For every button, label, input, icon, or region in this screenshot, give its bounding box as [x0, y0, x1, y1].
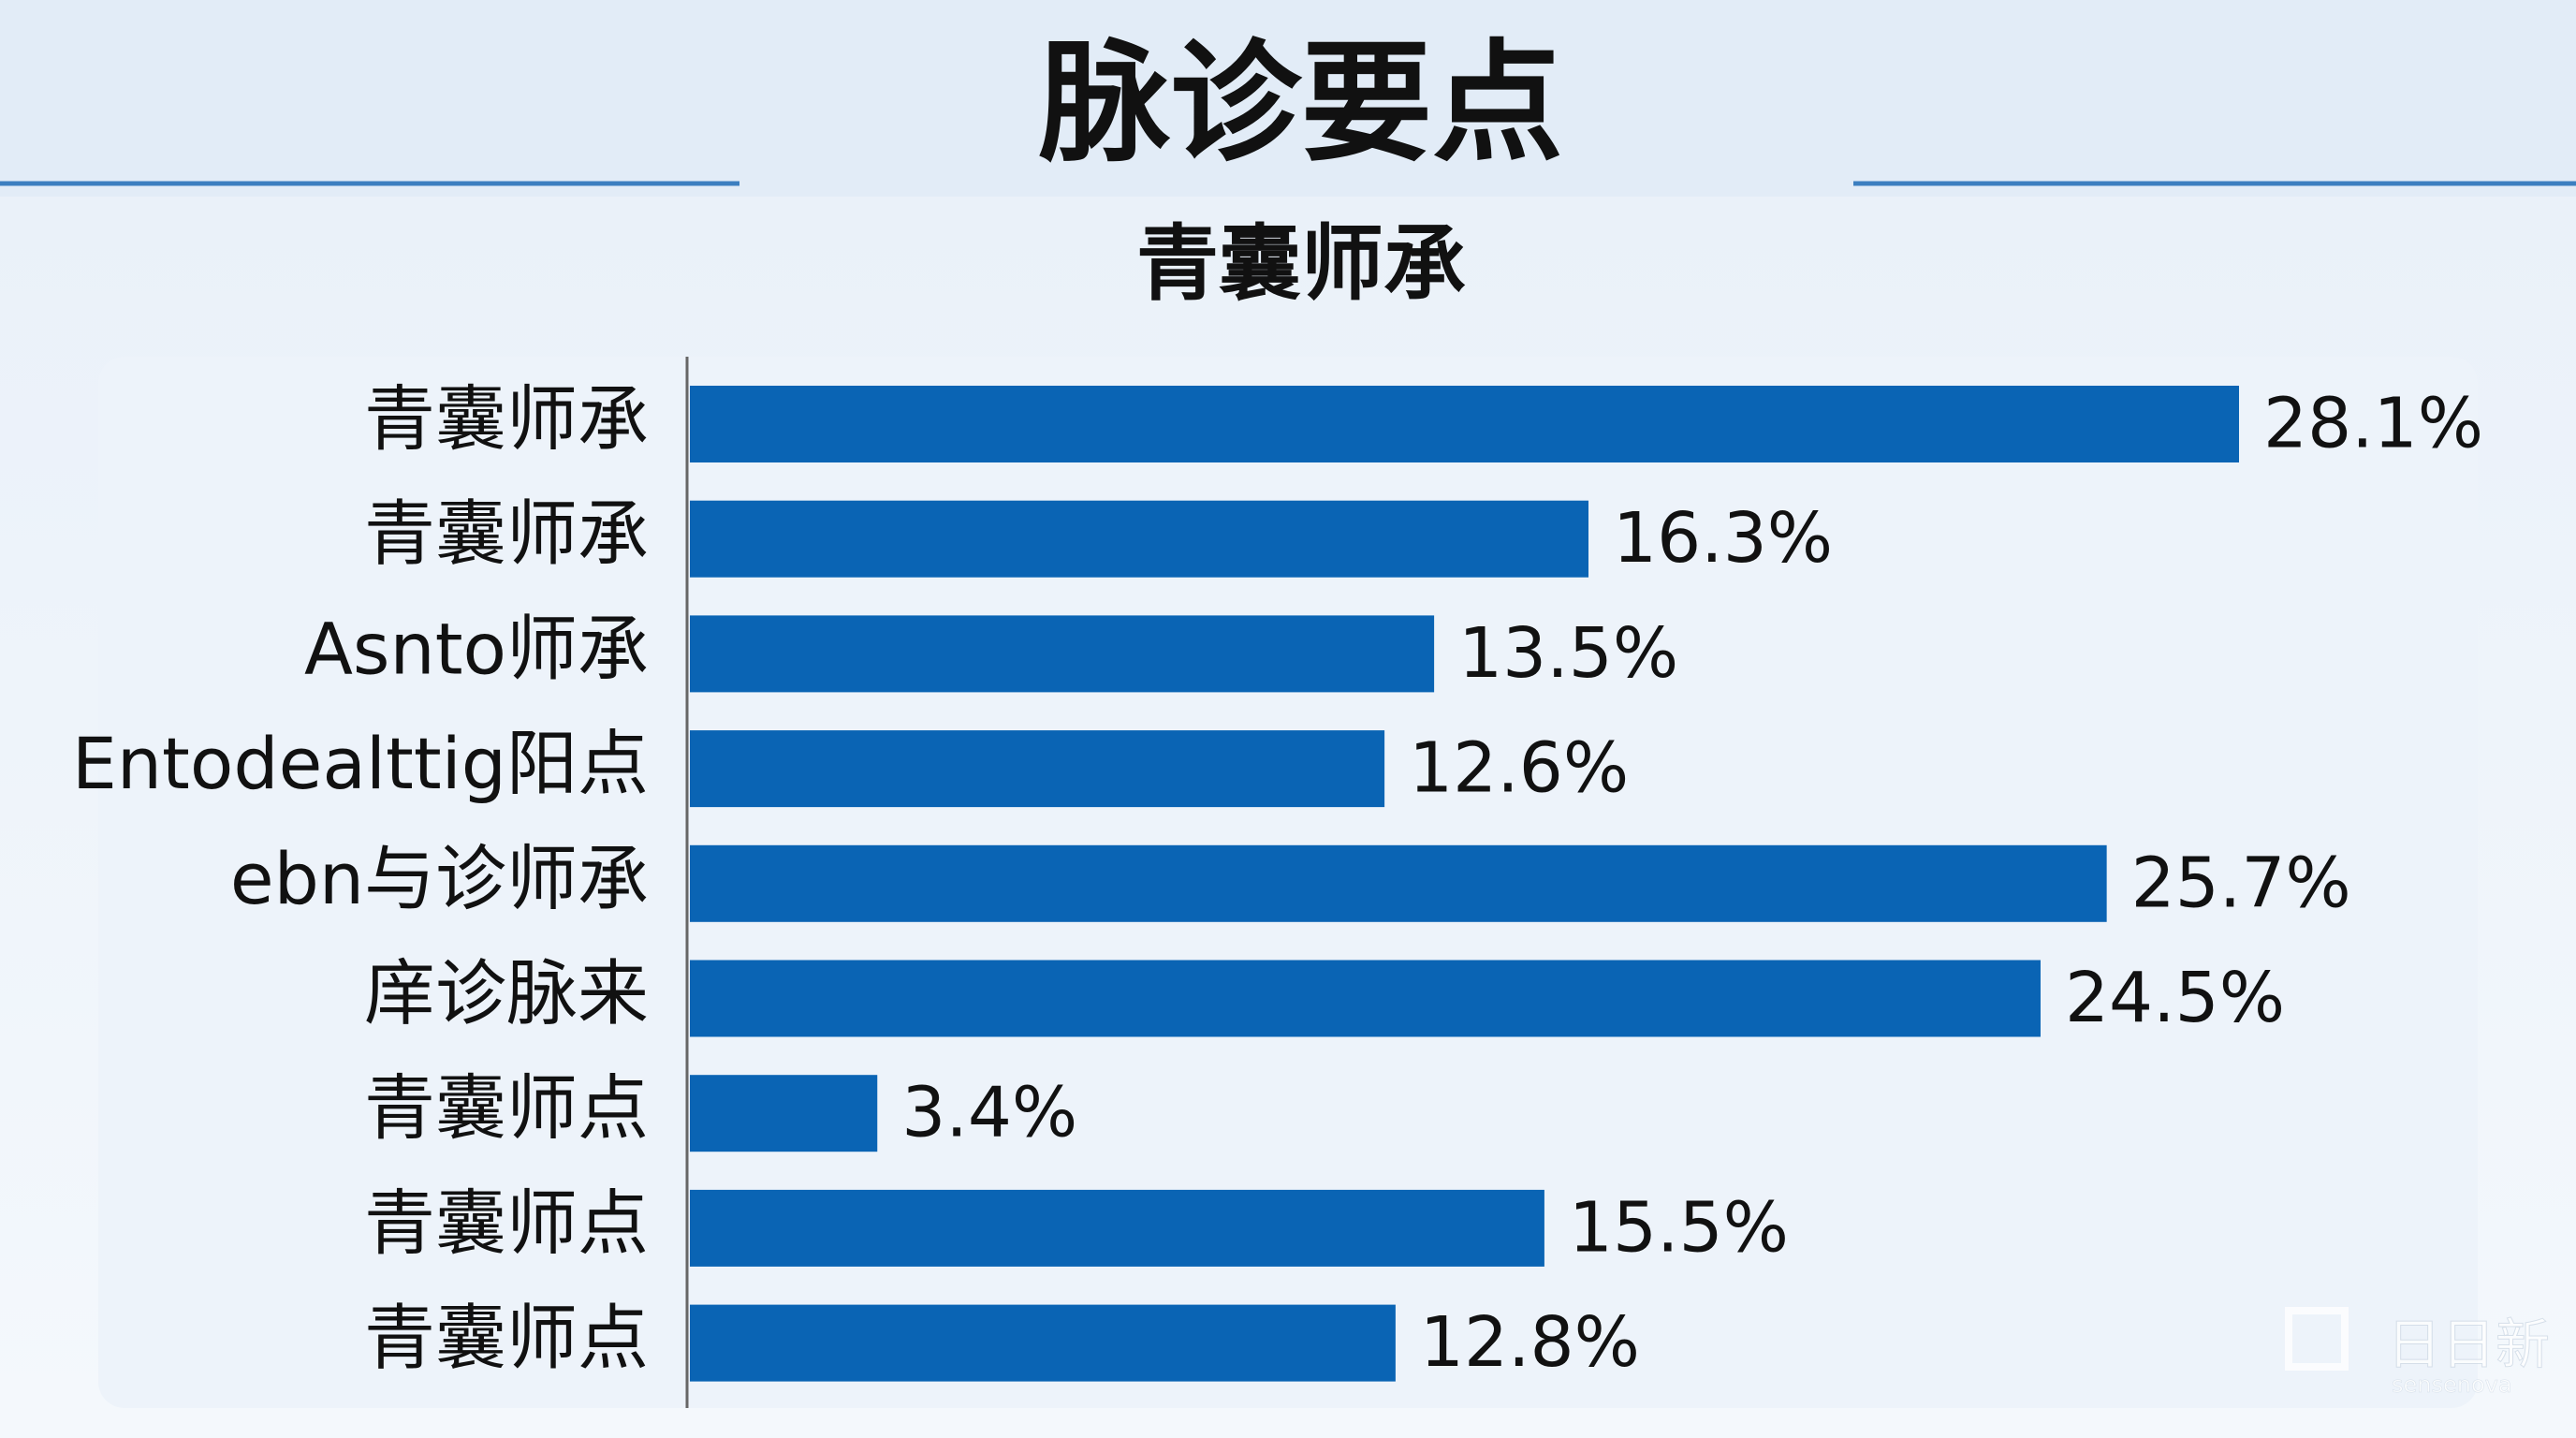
value-label: 12.8% — [1420, 1302, 1640, 1383]
value-label: 15.5% — [1569, 1187, 1789, 1268]
bar — [690, 844, 2107, 922]
category-label: Entodealttig阳点 — [72, 722, 649, 805]
bar — [690, 386, 2239, 462]
watermark: 日日新 sensenova — [2285, 1307, 2551, 1398]
bar — [690, 960, 2041, 1037]
category-label: 青囊师点 — [364, 1066, 649, 1150]
category-label: 青囊师承 — [364, 377, 649, 461]
value-label: 28.1% — [2263, 384, 2483, 464]
bar — [690, 1075, 878, 1152]
category-label: 庠诊脉来 — [364, 951, 649, 1034]
chart-subtitle: 青囊师承 — [1136, 215, 1466, 312]
watermark-icon — [2285, 1307, 2349, 1371]
bar — [690, 1189, 1544, 1267]
value-label: 24.5% — [2065, 958, 2285, 1038]
bar — [690, 500, 1589, 578]
category-label: ebn与诊师承 — [230, 837, 649, 920]
header-band — [0, 0, 2576, 197]
value-label: 13.5% — [1458, 613, 1678, 694]
bar — [690, 1304, 1396, 1382]
bar — [690, 615, 1435, 693]
value-label: 3.4% — [901, 1073, 1077, 1153]
watermark-sub: sensenova — [2392, 1372, 2512, 1398]
value-label: 25.7% — [2131, 843, 2351, 923]
chart-title: 脉诊要点 — [1039, 28, 1563, 181]
bar — [690, 730, 1385, 808]
category-label: 青囊师点 — [364, 1297, 649, 1380]
category-label: 青囊师点 — [364, 1181, 649, 1265]
category-label: 青囊师承 — [364, 492, 649, 576]
category-label: Asnto师承 — [304, 607, 649, 690]
watermark-brand: 日日新 — [2387, 1313, 2550, 1376]
value-label: 16.3% — [1613, 498, 1833, 579]
value-label: 12.6% — [1409, 728, 1629, 809]
